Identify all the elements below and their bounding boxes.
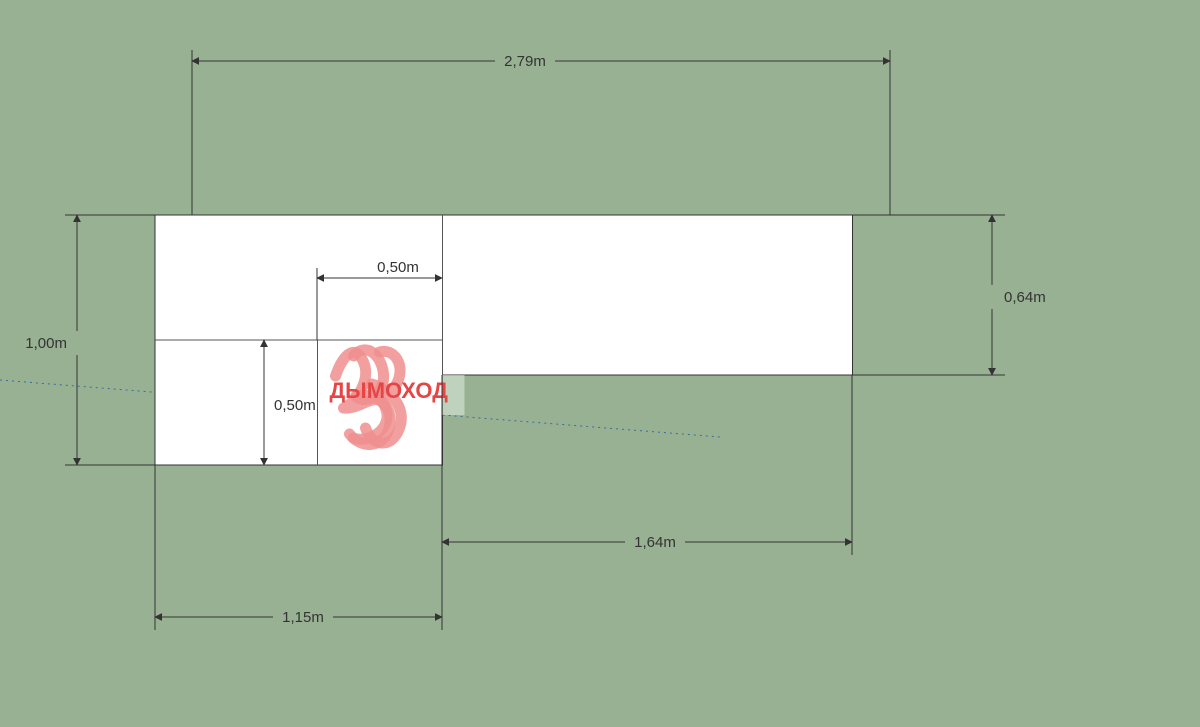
svg-text:2,79m: 2,79m [504, 53, 546, 70]
chimney-label: ДЫМОХОД [330, 378, 449, 403]
svg-text:0,64m: 0,64m [1004, 289, 1046, 306]
floorplan-diagram: ДЫМОХОД 2,79m 1,00m 0,64m 1,64m 1,15m 0,50m 0,… [0, 0, 1200, 727]
svg-text:0,50m: 0,50m [377, 259, 419, 276]
svg-text:1,15m: 1,15m [282, 609, 324, 626]
svg-text:0,50m: 0,50m [274, 397, 316, 414]
svg-text:1,64m: 1,64m [634, 534, 676, 551]
svg-text:1,00m: 1,00m [25, 335, 67, 352]
